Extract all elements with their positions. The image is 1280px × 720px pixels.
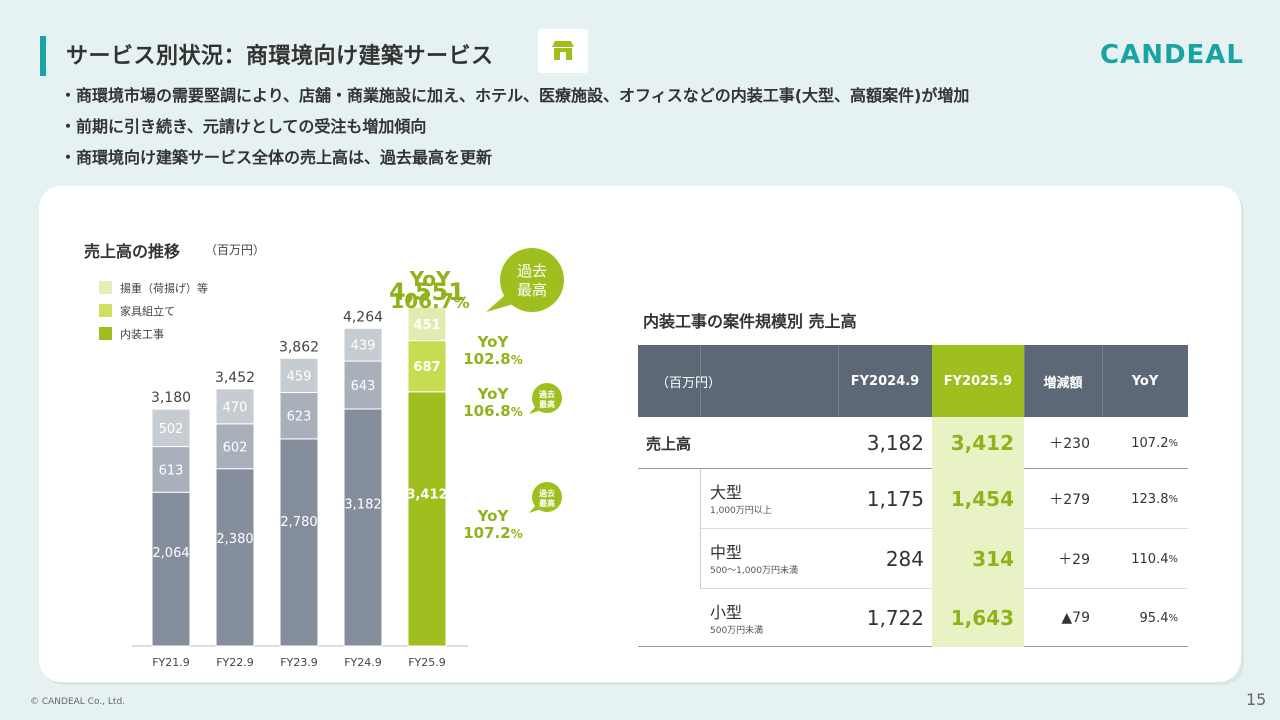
row-size-name: 大型 bbox=[710, 483, 743, 502]
legend-item: 揚重（荷揚げ）等 bbox=[99, 276, 208, 299]
legend-swatch-furniture bbox=[99, 304, 112, 317]
row-prev: 1,175 bbox=[866, 487, 924, 511]
record-high-badge-furniture: 過去 最高 bbox=[529, 383, 562, 414]
row-yoy-num: 123.8 bbox=[1131, 491, 1169, 507]
yoy-total: YoY 106.7% bbox=[390, 268, 470, 312]
table-title: 内装工事の案件規模別 売上高 bbox=[643, 312, 857, 331]
yoy-top-value: 102.8 bbox=[463, 349, 511, 368]
legend-swatch-interior bbox=[99, 327, 112, 340]
row-size-range: 1,000万円以上 bbox=[710, 506, 772, 516]
bullet-item: 商環境市場の需要堅調により、店舗・商業施設に加え、ホテル、医療施設、オフィスなど… bbox=[68, 84, 969, 115]
yoy-top-label: YoY bbox=[477, 333, 509, 351]
badge-line2: 最高 bbox=[539, 399, 555, 409]
row-yoy-pct: % bbox=[1168, 493, 1178, 505]
legend-label: 家具組立て bbox=[120, 304, 175, 318]
header-diff: 増減額 bbox=[1043, 375, 1083, 391]
title-accent-bar bbox=[40, 36, 46, 76]
row-size-label: 中型 500～1,000万円未満 bbox=[710, 539, 798, 576]
yoy-total-unit: % bbox=[453, 293, 470, 312]
legend-item: 内装工事 bbox=[99, 322, 208, 345]
title-icon-box bbox=[538, 29, 588, 73]
row-size-label: 大型 1,000万円以上 bbox=[710, 479, 772, 516]
legend-swatch-lifting bbox=[99, 281, 112, 294]
row-prev: 284 bbox=[885, 547, 924, 571]
chart-unit: （百万円） bbox=[205, 243, 266, 257]
row-yoy-pct: % bbox=[1168, 553, 1178, 565]
page-title: サービス別状況：商環境向け建築サービス bbox=[66, 44, 494, 69]
copyright: © CANDEAL Co., Ltd. bbox=[30, 697, 126, 707]
row-yoy-num: 110.4 bbox=[1131, 551, 1169, 567]
row-cur: 1,643 bbox=[932, 589, 1024, 647]
table-row: 大型 1,000万円以上 1,175 1,454 ＋279 123.8% bbox=[700, 469, 1188, 529]
row-diff: ▲79 bbox=[1061, 610, 1090, 626]
legend-label: 内装工事 bbox=[120, 327, 164, 341]
row-yoy-pct: % bbox=[1168, 612, 1178, 624]
shop-icon bbox=[552, 41, 574, 60]
row-yoy-num: 95.4 bbox=[1139, 610, 1169, 626]
row-yoy: 110.4% bbox=[1102, 529, 1178, 589]
header-unit: （百万円） bbox=[656, 375, 722, 391]
row-size-range: 500～1,000万円未満 bbox=[710, 566, 798, 576]
row-diff: ＋279 bbox=[1049, 492, 1090, 508]
yoy-mid-unit: % bbox=[510, 404, 523, 419]
row-yoy: 123.8% bbox=[1102, 469, 1178, 529]
record-high-bubble: 過去 最高 bbox=[486, 248, 564, 312]
yoy-mid: YoY 106.8% bbox=[462, 386, 524, 419]
row-prev: 1,722 bbox=[866, 606, 924, 630]
bullet-item: 商環境向け建築サービス全体の売上高は、過去最高を更新 bbox=[68, 146, 969, 177]
sales-by-size-table: （百万円） FY2024.9 FY2025.9 増減額 YoY 売上高 3,18… bbox=[638, 345, 1188, 647]
table-row: 中型 500～1,000万円未満 284 314 ＋29 110.4% bbox=[700, 529, 1188, 589]
yoy-top: YoY 102.8% bbox=[462, 334, 524, 367]
record-high-badge-interior: 過去 最高 bbox=[529, 482, 562, 513]
row-yoy: 95.4% bbox=[1102, 589, 1178, 647]
header-fy2024: FY2024.9 bbox=[850, 373, 920, 389]
row-diff: ＋230 bbox=[1049, 436, 1090, 452]
row-cur: 3,412 bbox=[932, 417, 1024, 469]
row-size-name: 中型 bbox=[710, 543, 743, 562]
chart-legend: 揚重（荷揚げ）等 家具組立て 内装工事 bbox=[99, 276, 208, 345]
row-label: 売上高 bbox=[646, 434, 692, 453]
yoy-bottom-value: 107.2 bbox=[463, 523, 511, 542]
header-fy2025: FY2025.9 bbox=[932, 345, 1024, 417]
row-diff: ＋29 bbox=[1058, 552, 1090, 568]
bullet-list: 商環境市場の需要堅調により、店舗・商業施設に加え、ホテル、医療施設、オフィスなど… bbox=[68, 84, 969, 177]
yoy-bottom: YoY 107.2% bbox=[462, 508, 524, 541]
row-cur: 314 bbox=[932, 529, 1024, 589]
row-yoy: 107.2% bbox=[1102, 417, 1178, 469]
row-cur: 1,454 bbox=[932, 469, 1024, 529]
row-yoy-num: 107.2 bbox=[1131, 435, 1169, 451]
page-number: 15 bbox=[1246, 690, 1267, 709]
badge-line2: 最高 bbox=[539, 498, 555, 508]
bullet-item: 前期に引き続き、元請けとしての受注も増加傾向 bbox=[68, 115, 969, 146]
yoy-bottom-label: YoY bbox=[477, 507, 509, 525]
yoy-mid-value: 106.8 bbox=[463, 401, 511, 420]
table-row-total: 売上高 3,182 3,412 ＋230 107.2% bbox=[638, 417, 1188, 469]
row-size-range: 500万円未満 bbox=[710, 626, 764, 636]
badge-line1: 過去 bbox=[538, 488, 555, 498]
yoy-total-value: 106.7 bbox=[390, 289, 454, 313]
table-divider bbox=[700, 469, 701, 589]
legend-label: 揚重（荷揚げ）等 bbox=[120, 281, 208, 295]
yoy-total-label: YoY bbox=[409, 267, 451, 291]
record-high-bubble-line2: 最高 bbox=[517, 281, 547, 299]
row-yoy-pct: % bbox=[1168, 437, 1178, 449]
yoy-bottom-unit: % bbox=[510, 526, 523, 541]
table-row: 小型 500万円未満 1,722 1,643 ▲79 95.4% bbox=[638, 589, 1188, 647]
table-header: （百万円） FY2024.9 FY2025.9 増減額 YoY bbox=[638, 345, 1188, 417]
candeal-logo: CANDEAL bbox=[1100, 40, 1244, 70]
header-yoy: YoY bbox=[1131, 373, 1159, 389]
record-high-bubble-line1: 過去 bbox=[517, 262, 547, 280]
legend-item: 家具組立て bbox=[99, 299, 208, 322]
yoy-top-unit: % bbox=[510, 352, 523, 367]
yoy-mid-label: YoY bbox=[477, 385, 509, 403]
row-size-name: 小型 bbox=[710, 603, 743, 622]
chart-title: 売上高の推移 bbox=[84, 242, 181, 261]
badge-line1: 過去 bbox=[538, 389, 555, 399]
row-prev: 3,182 bbox=[866, 431, 924, 455]
row-size-label: 小型 500万円未満 bbox=[710, 599, 763, 636]
